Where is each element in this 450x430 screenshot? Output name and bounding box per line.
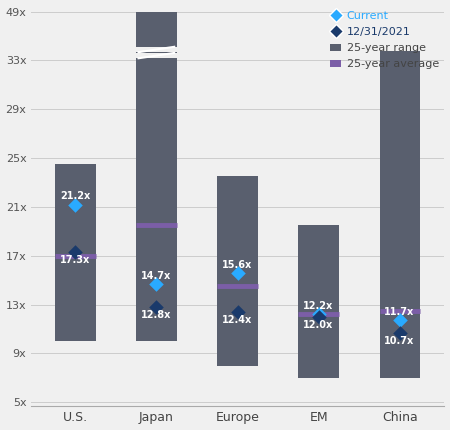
Point [153,304,160,310]
Text: 12.0x: 12.0x [303,320,333,330]
Legend: Current, 12/31/2021, 25-year range, 25-year average: Current, 12/31/2021, 25-year range, 25-y… [330,11,439,69]
Text: 11.7x: 11.7x [384,307,414,317]
Text: 15.6x: 15.6x [222,260,252,270]
Point [396,329,403,336]
Text: 12.2x: 12.2x [303,301,333,311]
Bar [136,47,177,52]
Text: 12.4x: 12.4x [222,315,252,325]
Text: 14.7x: 14.7x [141,271,171,281]
Text: 12.8x: 12.8x [141,310,171,320]
Text: 10.7x: 10.7x [384,336,414,346]
Text: 17.3x: 17.3x [60,255,90,265]
Point [315,311,322,318]
Point [72,249,79,255]
Point [153,280,160,287]
Text: 21.2x: 21.2x [60,191,90,201]
Point [234,270,241,276]
Bar [136,53,177,58]
Bar [379,51,420,378]
Bar [217,176,258,366]
Point [396,317,403,324]
Point [72,201,79,208]
Bar [136,12,177,341]
Bar [55,164,95,341]
Point [234,308,241,315]
Point [315,313,322,320]
Bar [298,225,339,378]
